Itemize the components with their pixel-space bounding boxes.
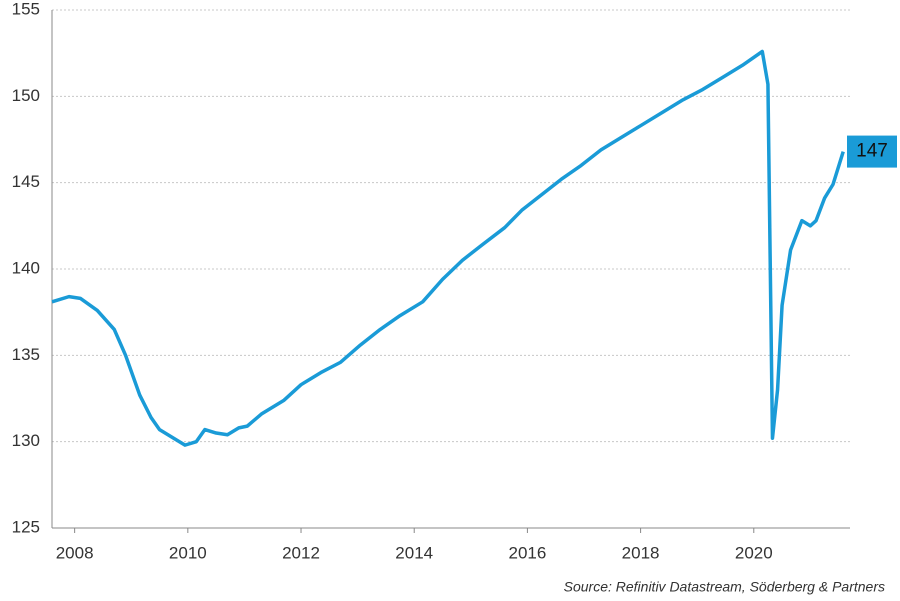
x-tick-label: 2016 — [508, 543, 546, 562]
y-tick-label: 150 — [12, 86, 40, 105]
y-tick-label: 125 — [12, 517, 40, 536]
y-tick-label: 135 — [12, 345, 40, 364]
y-tick-label: 140 — [12, 258, 40, 277]
y-tick-label: 155 — [12, 0, 40, 18]
x-tick-label: 2020 — [735, 543, 773, 562]
end-label: 147 — [856, 141, 888, 162]
data-line — [51, 49, 845, 447]
x-tick-label: 2014 — [395, 543, 433, 562]
x-tick-label: 2018 — [622, 543, 660, 562]
source-note: Source: Refinitiv Datastream, Söderberg … — [564, 579, 885, 595]
y-tick-label: 130 — [12, 431, 40, 450]
end-label-box — [847, 135, 897, 168]
x-tick-label: 2010 — [169, 543, 207, 562]
x-tick-label: 2012 — [282, 543, 320, 562]
x-tick-label: 2008 — [56, 543, 94, 562]
y-tick-label: 145 — [12, 172, 40, 191]
